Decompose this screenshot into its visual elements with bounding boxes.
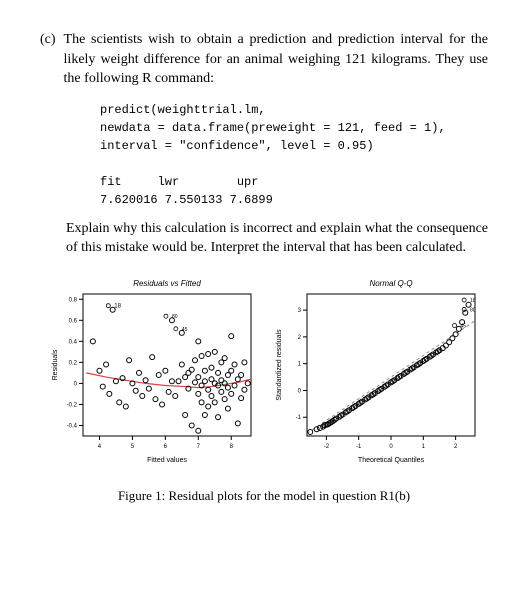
svg-text:7: 7 [197, 444, 201, 450]
svg-text:80: 80 [172, 314, 178, 320]
figure-plots: Residuals vs Fitted45678-0.4-0.200.20.40… [40, 276, 488, 473]
svg-text:Fitted values: Fitted values [147, 457, 187, 464]
svg-text:4: 4 [98, 444, 102, 450]
svg-text:45: 45 [182, 327, 188, 333]
svg-text:-1: -1 [356, 444, 362, 450]
svg-text:-1: -1 [296, 415, 302, 421]
svg-text:18: 18 [114, 304, 121, 310]
question-text: The scientists wish to obtain a predicti… [64, 30, 488, 89]
svg-text:Normal Q-Q: Normal Q-Q [369, 279, 412, 288]
svg-text:0: 0 [74, 381, 78, 387]
svg-text:0: 0 [298, 388, 302, 394]
svg-text:Standardized residuals: Standardized residuals [276, 329, 283, 401]
svg-text:1: 1 [422, 444, 426, 450]
residuals-vs-fitted-plot: Residuals vs Fitted45678-0.4-0.200.20.40… [47, 276, 257, 473]
svg-text:Residuals vs Fitted: Residuals vs Fitted [133, 279, 201, 288]
figure-caption: Figure 1: Residual plots for the model i… [40, 487, 488, 505]
svg-text:0.2: 0.2 [69, 360, 78, 366]
r-code-block: predict(weighttrial.lm, newdata = data.f… [100, 101, 488, 209]
svg-text:18: 18 [470, 298, 476, 304]
svg-text:-0.2: -0.2 [67, 402, 78, 408]
question-marker: (c) [40, 30, 56, 89]
question-c: (c) The scientists wish to obtain a pred… [40, 30, 488, 89]
svg-text:6: 6 [164, 444, 168, 450]
svg-text:2: 2 [454, 444, 458, 450]
svg-text:-2: -2 [324, 444, 330, 450]
code-line: newdata = data.frame(preweight = 121, fe… [100, 121, 446, 135]
code-line: fit lwr upr [100, 175, 258, 189]
svg-text:0.4: 0.4 [69, 339, 78, 345]
svg-text:2: 2 [298, 335, 302, 341]
svg-text:Theoretical Quantiles: Theoretical Quantiles [358, 457, 425, 464]
svg-text:80: 80 [470, 307, 476, 313]
svg-text:1: 1 [298, 362, 302, 368]
code-line: predict(weighttrial.lm, [100, 103, 266, 117]
svg-text:0.6: 0.6 [69, 318, 78, 324]
svg-text:5: 5 [131, 444, 135, 450]
followup-text: Explain why this calculation is incorrec… [66, 219, 488, 258]
svg-text:8: 8 [230, 444, 234, 450]
svg-text:-0.4: -0.4 [67, 423, 78, 429]
svg-text:0.8: 0.8 [69, 297, 78, 303]
code-line: interval = "confidence", level = 0.95) [100, 139, 374, 153]
svg-text:Residuals: Residuals [52, 349, 59, 380]
normal-qq-plot: Normal Q-Q -2 -1 0 1 2 -1 0 1 2 3 Theoretical Quant… [271, 276, 481, 473]
svg-text:0: 0 [389, 444, 393, 450]
svg-text:45: 45 [460, 323, 466, 329]
code-line: 7.620016 7.550133 7.6899 [100, 193, 273, 207]
svg-text:3: 3 [298, 308, 302, 314]
